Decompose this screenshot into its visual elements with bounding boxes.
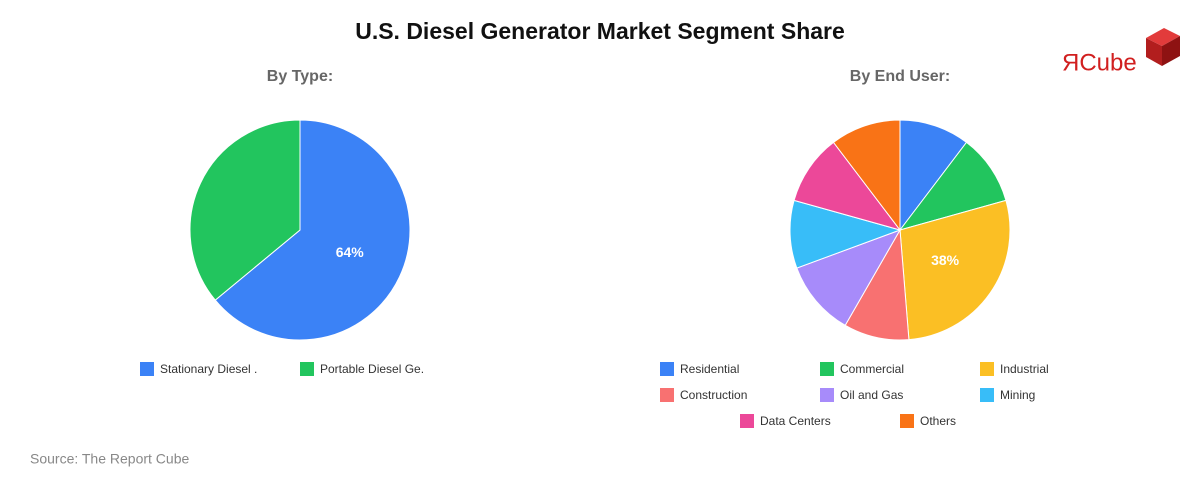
legend-swatch <box>980 388 994 402</box>
legend-label: Data Centers <box>760 414 831 428</box>
logo-cube-left <box>1146 38 1162 66</box>
legend-label: Portable Diesel Ge. <box>320 362 424 376</box>
legend-swatch <box>820 362 834 376</box>
legend-swatch <box>660 388 674 402</box>
legend-label: Residential <box>680 362 739 376</box>
pie-slice <box>899 119 968 232</box>
page-title: U.S. Diesel Generator Market Segment Sha… <box>355 18 845 44</box>
pie-slice <box>898 141 1007 231</box>
logo-text: ЯCube <box>1062 49 1137 76</box>
legend-swatch <box>980 362 994 376</box>
legend-swatch <box>300 362 314 376</box>
logo-cube-right <box>1162 36 1180 66</box>
pie-subtitle: By Type: <box>267 68 333 85</box>
legend-swatch <box>740 414 754 428</box>
legend-swatch <box>820 388 834 402</box>
legend-swatch <box>140 362 154 376</box>
source: Source: The Report Cube <box>30 451 189 467</box>
pie-slice <box>832 119 901 232</box>
pie-slice <box>796 229 902 327</box>
legend-label: Industrial <box>1000 362 1049 376</box>
legend-label: Others <box>920 414 956 428</box>
value-label: 64% <box>336 244 365 260</box>
pie-subtitle: By End User: <box>850 68 950 85</box>
legend-label: Commercial <box>840 362 904 376</box>
pie-slice <box>899 199 1011 341</box>
pie-slice <box>793 141 902 231</box>
pie-slice <box>214 119 411 341</box>
logo-cube-top <box>1146 28 1180 46</box>
legend-swatch <box>660 362 674 376</box>
legend-label: Construction <box>680 388 747 402</box>
logo: ЯCube <box>1062 28 1180 76</box>
legend-label: Stationary Diesel . <box>160 362 257 376</box>
legend-label: Oil and Gas <box>840 388 903 402</box>
legend-swatch <box>900 414 914 428</box>
legend-label: Mining <box>1000 388 1035 402</box>
value-label: 38% <box>931 252 960 268</box>
pie-slice <box>189 119 301 301</box>
